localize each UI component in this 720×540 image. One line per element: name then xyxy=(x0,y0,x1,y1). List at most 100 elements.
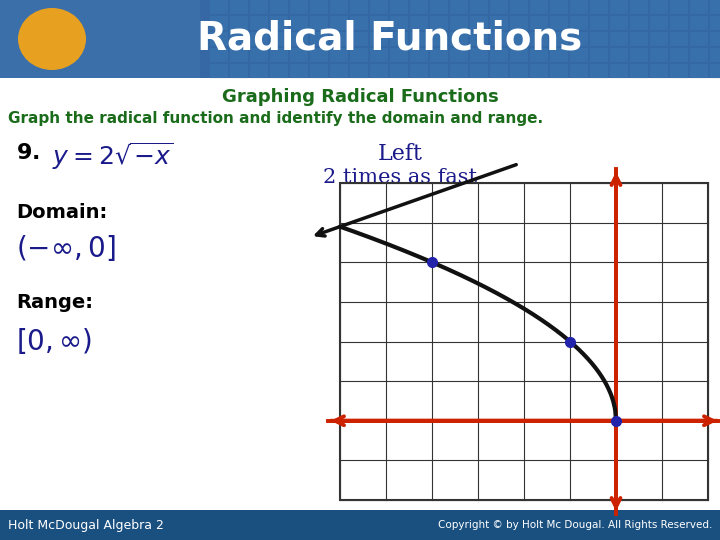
Text: Domain:: Domain: xyxy=(16,203,107,222)
Bar xyxy=(430,64,448,78)
Bar xyxy=(570,32,588,46)
Bar xyxy=(200,0,720,78)
Bar xyxy=(650,64,668,78)
Bar xyxy=(370,64,388,78)
Bar xyxy=(290,0,308,14)
Bar xyxy=(0,0,720,78)
Bar xyxy=(470,0,488,14)
Text: $(-\infty, 0]$: $(-\infty, 0]$ xyxy=(16,233,116,263)
Text: $y = 2\sqrt{-x}$: $y = 2\sqrt{-x}$ xyxy=(52,140,174,172)
Bar xyxy=(450,64,468,78)
Text: $[0, \infty)$: $[0, \infty)$ xyxy=(16,326,92,356)
Bar xyxy=(310,32,328,46)
Bar xyxy=(670,48,688,62)
Bar xyxy=(490,48,508,62)
Bar xyxy=(610,64,628,78)
Bar xyxy=(270,16,288,30)
Bar xyxy=(550,16,568,30)
Text: Holt McDougal Algebra 2: Holt McDougal Algebra 2 xyxy=(8,518,164,531)
Bar xyxy=(450,32,468,46)
Bar xyxy=(290,16,308,30)
Bar xyxy=(270,48,288,62)
Bar xyxy=(390,48,408,62)
Bar xyxy=(230,64,248,78)
Bar xyxy=(630,64,648,78)
Bar xyxy=(350,64,368,78)
Bar xyxy=(250,48,268,62)
Bar xyxy=(330,16,348,30)
Bar xyxy=(330,48,348,62)
Text: Left: Left xyxy=(377,143,423,165)
Bar xyxy=(650,16,668,30)
Bar xyxy=(250,64,268,78)
Bar xyxy=(670,16,688,30)
Bar xyxy=(230,0,248,14)
Bar xyxy=(510,0,528,14)
Bar xyxy=(270,32,288,46)
Bar xyxy=(630,32,648,46)
Bar xyxy=(350,16,368,30)
Bar xyxy=(530,16,548,30)
Bar xyxy=(370,48,388,62)
Bar xyxy=(340,183,708,500)
Bar xyxy=(510,32,528,46)
Bar xyxy=(410,32,428,46)
Bar xyxy=(490,16,508,30)
Bar xyxy=(450,16,468,30)
Bar xyxy=(610,0,628,14)
Bar xyxy=(210,16,228,30)
Bar xyxy=(370,16,388,30)
Bar xyxy=(410,0,428,14)
Bar xyxy=(690,0,708,14)
Bar xyxy=(670,64,688,78)
Bar xyxy=(410,16,428,30)
Bar xyxy=(630,16,648,30)
Bar xyxy=(390,16,408,30)
Bar xyxy=(590,48,608,62)
Bar xyxy=(530,0,548,14)
Bar xyxy=(210,48,228,62)
Bar xyxy=(590,0,608,14)
Bar xyxy=(590,16,608,30)
Bar xyxy=(430,16,448,30)
Bar xyxy=(290,32,308,46)
Bar xyxy=(430,48,448,62)
Bar xyxy=(310,16,328,30)
Bar xyxy=(690,48,708,62)
Bar xyxy=(330,64,348,78)
Bar xyxy=(250,16,268,30)
Bar xyxy=(210,64,228,78)
Bar xyxy=(230,32,248,46)
Bar xyxy=(670,32,688,46)
Bar xyxy=(550,64,568,78)
Bar xyxy=(370,32,388,46)
Bar xyxy=(610,16,628,30)
Bar xyxy=(470,64,488,78)
Bar xyxy=(690,64,708,78)
Bar xyxy=(210,0,228,14)
Bar xyxy=(450,0,468,14)
Bar xyxy=(370,0,388,14)
Bar xyxy=(250,0,268,14)
Bar xyxy=(210,32,228,46)
Bar xyxy=(710,0,720,14)
Bar xyxy=(670,0,688,14)
Bar xyxy=(310,64,328,78)
Bar xyxy=(490,0,508,14)
Bar xyxy=(390,64,408,78)
Bar xyxy=(570,16,588,30)
Bar xyxy=(350,48,368,62)
Bar xyxy=(690,16,708,30)
Bar xyxy=(0,510,720,540)
Bar xyxy=(650,48,668,62)
Bar xyxy=(310,48,328,62)
Bar xyxy=(590,64,608,78)
Bar xyxy=(710,16,720,30)
Bar xyxy=(470,48,488,62)
Bar xyxy=(470,16,488,30)
Bar xyxy=(510,64,528,78)
Bar xyxy=(390,32,408,46)
Bar xyxy=(570,64,588,78)
Bar xyxy=(390,0,408,14)
Bar xyxy=(510,48,528,62)
